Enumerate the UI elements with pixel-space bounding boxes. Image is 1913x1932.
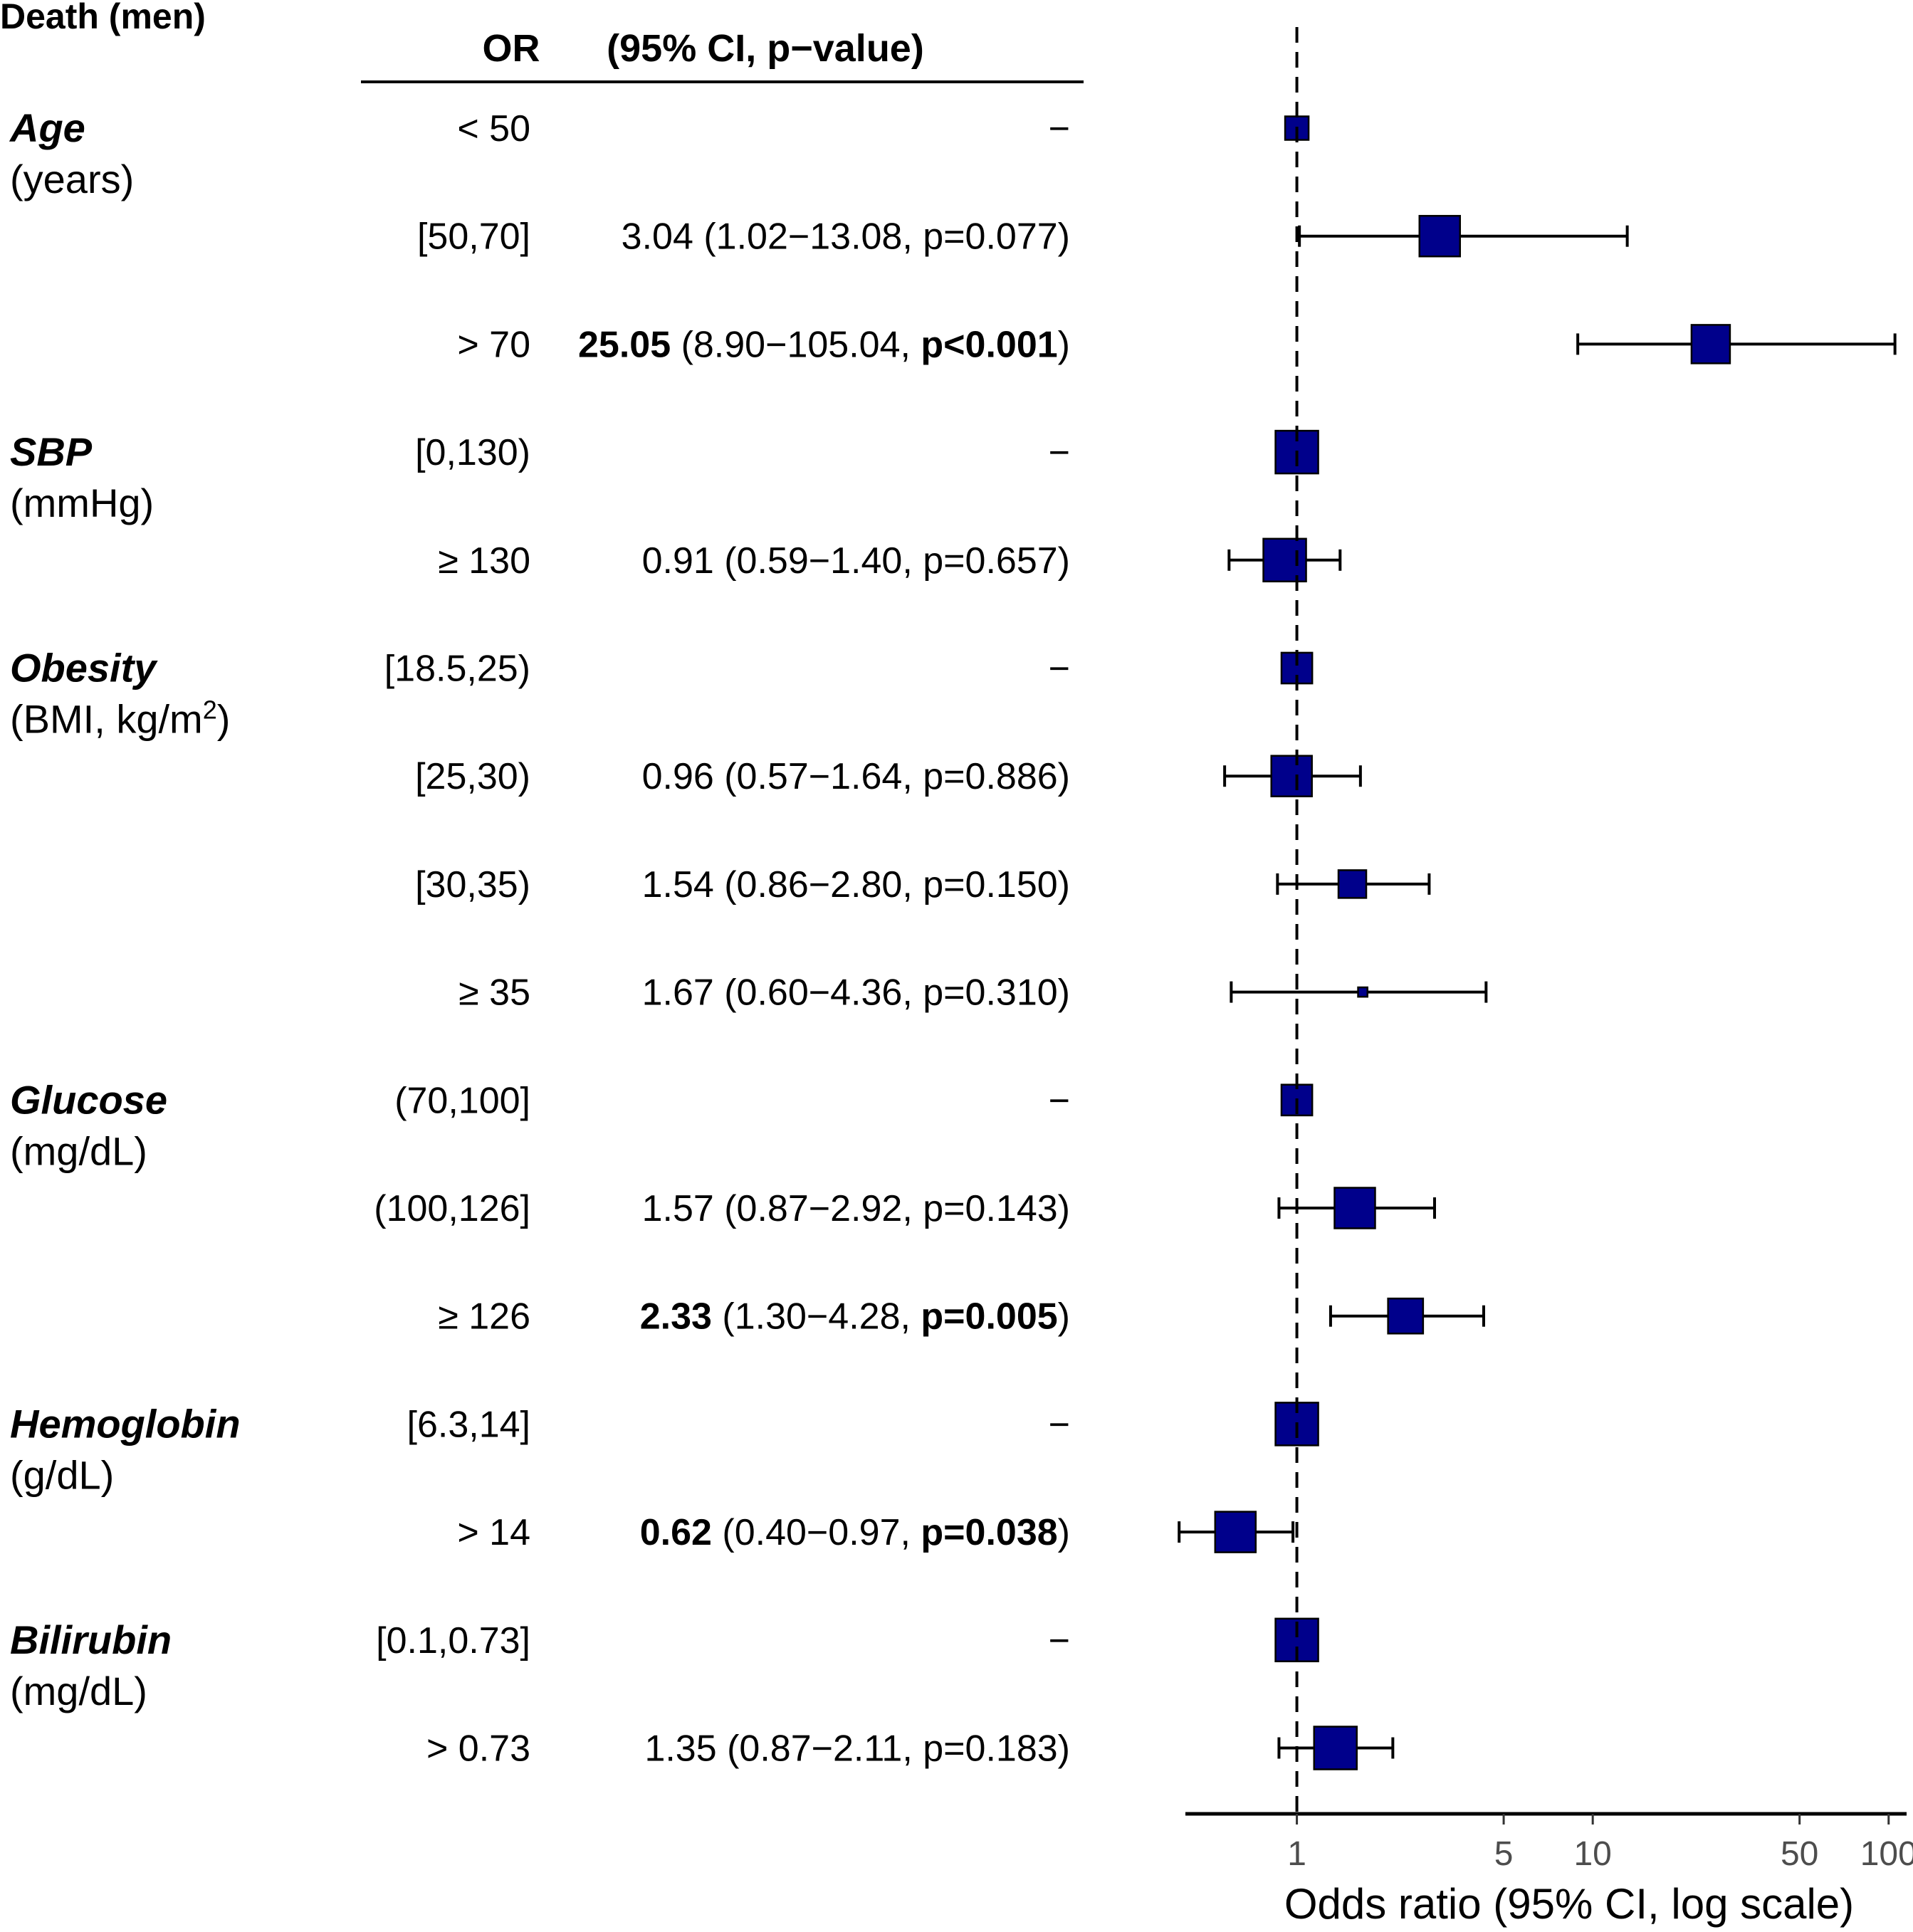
- estimate-mark: [1328, 1297, 1486, 1335]
- x-tick-label: 10: [1573, 1835, 1611, 1873]
- reference-dash: −: [1049, 649, 1070, 690]
- group-name: Hemoglobin: [10, 1401, 241, 1446]
- reference-dash: −: [1049, 108, 1070, 149]
- group-glucose: Glucose (mg/dL) (70,100] − (100,126] 1.57 (0.…: [10, 1077, 1070, 1337]
- level-label: > 14: [457, 1512, 530, 1553]
- or-square: [1262, 537, 1307, 583]
- level-label: > 70: [457, 324, 530, 365]
- x-tick-label: 50: [1781, 1835, 1818, 1873]
- x-tick-label: 1: [1287, 1835, 1306, 1873]
- group-unit: (BMI, kg/m2): [10, 695, 230, 742]
- estimate-mark: [1227, 537, 1342, 583]
- group-name: Glucose: [10, 1077, 167, 1122]
- group-unit: (g/dL): [10, 1452, 114, 1497]
- level-label: ≥ 35: [458, 972, 530, 1014]
- marks-layer: [1178, 115, 1897, 1770]
- group-hemoglobin: Hemoglobin (g/dL) [6.3,14] − > 14 0.62 (0.40−…: [10, 1401, 1070, 1553]
- or-square: [1333, 1187, 1376, 1229]
- or-ci-text: 1.67 (0.60−4.36, p=0.310): [642, 972, 1070, 1014]
- estimate-mark: [1276, 869, 1431, 899]
- x-tick-label: 100: [1860, 1835, 1913, 1873]
- header-ci: (95% CI, p−value): [607, 27, 924, 70]
- table-row: > 0.73 1.35 (0.87−2.11, p=0.183): [426, 1728, 1070, 1770]
- level-label: [18.5,25): [384, 649, 530, 690]
- or-square: [1357, 986, 1368, 998]
- reference-dash: −: [1049, 1404, 1070, 1445]
- reference-dash: −: [1049, 1620, 1070, 1661]
- estimate-mark: [1223, 755, 1362, 797]
- or-ci-text: 2.33 (1.30−4.28, p=0.005): [640, 1296, 1070, 1338]
- or-square: [1690, 324, 1731, 364]
- group-obesity: Obesity(BMI, kg/m2) [18.5,25) − [25,30) 0.96…: [10, 646, 1070, 1014]
- table-row: [0.1,0.73] −: [376, 1620, 1070, 1661]
- group-name: Obesity: [10, 646, 158, 691]
- reference-dash: −: [1049, 432, 1070, 473]
- or-ci-text: 3.04 (1.02−13.08, p=0.077): [622, 216, 1070, 258]
- estimate-mark: [1277, 1187, 1436, 1229]
- group-name: Bilirubin: [10, 1617, 172, 1662]
- table-row: ≥ 35 1.67 (0.60−4.36, p=0.310): [458, 972, 1070, 1014]
- header-or: OR: [483, 27, 540, 70]
- group-unit: (years): [10, 157, 134, 201]
- estimate-mark: [1298, 214, 1629, 258]
- level-label: [0.1,0.73]: [376, 1620, 530, 1661]
- estimate-mark: [1178, 1511, 1295, 1553]
- level-label: ≥ 130: [438, 540, 530, 582]
- or-ci-text: 25.05 (8.90−105.04, p<0.001): [578, 324, 1070, 365]
- or-square: [1270, 755, 1313, 797]
- reference-dash: −: [1049, 1080, 1070, 1121]
- level-label: [0,130): [415, 432, 530, 473]
- group-name: Age: [9, 105, 85, 150]
- table-row: ≥ 130 0.91 (0.59−1.40, p=0.657): [438, 540, 1070, 582]
- level-label: [6.3,14]: [407, 1404, 530, 1445]
- level-label: [50,70]: [417, 216, 530, 258]
- table-row: > 14 0.62 (0.40−0.97, p=0.038): [457, 1512, 1070, 1553]
- x-axis: 1 5 10 50 100: [1185, 27, 1913, 1873]
- table-row: ≥ 126 2.33 (1.30−4.28, p=0.005): [438, 1296, 1070, 1338]
- or-ci-text: 1.35 (0.87−2.11, p=0.183): [644, 1728, 1070, 1770]
- estimate-mark: [1277, 1726, 1395, 1770]
- or-ci-text: 0.62 (0.40−0.97, p=0.038): [640, 1512, 1070, 1553]
- group-sbp: SBP (mmHg) [0,130) − ≥ 130 0.91 (0.59−1.40, p…: [10, 429, 1070, 582]
- table-row: [18.5,25) −: [384, 649, 1070, 690]
- table-row: [50,70] 3.04 (1.02−13.08, p=0.077): [417, 216, 1070, 258]
- level-label: ≥ 126: [438, 1296, 530, 1338]
- level-label: (70,100]: [394, 1080, 530, 1121]
- table-layer: Age (years) < 50 − [50,70] 3.04 (1.02−13.08, …: [9, 105, 1070, 1770]
- group-name: SBP: [10, 429, 93, 474]
- level-label: [25,30): [415, 756, 530, 797]
- group-age: Age (years) < 50 − [50,70] 3.04 (1.02−13.08, …: [9, 105, 1070, 365]
- level-label: [30,35): [415, 864, 530, 905]
- group-bilirubin: Bilirubin (mg/dL) [0.1,0.73] − > 0.73 1.35 (0…: [10, 1617, 1070, 1770]
- or-ci-text: 0.91 (0.59−1.40, p=0.657): [642, 540, 1070, 582]
- or-ci-text: 1.57 (0.87−2.92, p=0.143): [642, 1188, 1070, 1229]
- table-row: [25,30) 0.96 (0.57−1.64, p=0.886): [415, 756, 1070, 797]
- or-square: [1337, 869, 1368, 899]
- or-square: [1313, 1726, 1358, 1770]
- level-label: (100,126]: [374, 1188, 530, 1229]
- estimate-mark: [1576, 324, 1897, 364]
- chart-title: Death (men): [0, 0, 206, 36]
- table-row: (70,100] −: [394, 1080, 1070, 1121]
- level-label: < 50: [457, 108, 530, 149]
- table-row: [30,35) 1.54 (0.86−2.80, p=0.150): [415, 864, 1070, 905]
- table-row: [6.3,14] −: [407, 1404, 1070, 1445]
- group-unit: (mg/dL): [10, 1669, 147, 1713]
- estimate-mark: [1230, 981, 1488, 1003]
- table-row: > 70 25.05 (8.90−105.04, p<0.001): [457, 324, 1070, 365]
- x-tick-label: 5: [1494, 1835, 1514, 1873]
- table-row: (100,126] 1.57 (0.87−2.92, p=0.143): [374, 1188, 1070, 1229]
- table-row: [0,130) −: [415, 432, 1070, 473]
- or-square: [1214, 1511, 1257, 1553]
- or-ci-text: 0.96 (0.57−1.64, p=0.886): [642, 756, 1070, 797]
- or-square: [1418, 214, 1462, 258]
- or-ci-text: 1.54 (0.86−2.80, p=0.150): [642, 864, 1070, 905]
- level-label: > 0.73: [426, 1728, 530, 1770]
- x-axis-label: Odds ratio (95% CI, log scale): [1284, 1880, 1854, 1928]
- group-unit: (mg/dL): [10, 1128, 147, 1173]
- group-unit: (mmHg): [10, 481, 154, 525]
- table-row: < 50 −: [457, 108, 1070, 149]
- or-square: [1387, 1297, 1425, 1335]
